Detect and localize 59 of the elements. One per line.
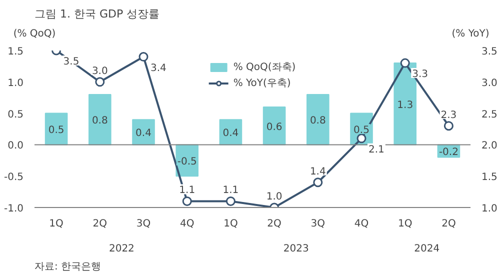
- x-tick-label: 2Q: [92, 218, 108, 230]
- y-tick-label: -0.5: [4, 172, 24, 184]
- point: [400, 58, 410, 68]
- legend-label: % QoQ(좌축): [233, 61, 296, 74]
- data-label: 0.5: [48, 125, 64, 136]
- legend-label: % YoY(우축): [233, 77, 291, 90]
- data-label: 1.1: [222, 185, 239, 196]
- data-label: 2.1: [368, 144, 384, 156]
- point: [356, 134, 366, 144]
- y2-tick-label: 3.5: [482, 46, 498, 58]
- y-tick-label: 1.0: [8, 78, 24, 89]
- data-label: 2.3: [440, 110, 457, 121]
- x-tick-label: 1Q: [398, 218, 412, 230]
- point: [444, 121, 454, 131]
- text: 2023: [283, 244, 309, 254]
- point: [138, 52, 148, 62]
- data-label: 1.4: [310, 166, 326, 178]
- text: 2022: [108, 244, 134, 254]
- data-label: 1.1: [179, 185, 196, 196]
- y2-tick-label: 1.5: [482, 172, 498, 184]
- text: 2024: [414, 244, 440, 254]
- data-label: -0.2: [438, 146, 458, 158]
- y2-tick-label: 2.5: [482, 109, 498, 120]
- data-label: 3.4: [150, 62, 166, 74]
- y2-tick-label: 2.0: [482, 140, 498, 152]
- text: 자료: 한국은행: [34, 262, 102, 272]
- point: [95, 77, 105, 87]
- x-tick-label: 4Q: [180, 218, 194, 230]
- y-tick-label: -1.0: [4, 204, 24, 214]
- y2-tick-label: 3.0: [482, 78, 498, 89]
- data-label: 0.4: [136, 128, 152, 140]
- data-label: 3.3: [412, 69, 428, 80]
- data-label: 0.6: [266, 122, 282, 133]
- data-label: 0.8: [92, 116, 108, 127]
- y-tick-label: 0.0: [8, 140, 24, 152]
- data-label: 3.0: [92, 66, 108, 77]
- x-tick-label: 2Q: [267, 218, 282, 230]
- x-tick-label: 3Q: [136, 218, 151, 230]
- y-tick-label: 1.5: [8, 46, 24, 58]
- data-label: 0.5: [354, 125, 370, 136]
- y2-axis-title: (% YoY): [452, 28, 490, 40]
- data-label: 1.0: [266, 192, 282, 202]
- chart-title: 그림 1. 한국 GDP 성장률: [34, 8, 160, 20]
- point: [313, 178, 323, 188]
- x-tick-label: 1Q: [49, 218, 64, 230]
- data-label: 3.5: [63, 56, 80, 68]
- y-tick-label: 0.5: [8, 109, 24, 120]
- data-label: 0.4: [222, 128, 239, 140]
- x-tick-label: 4Q: [354, 218, 369, 230]
- x-tick-label: 3Q: [310, 218, 326, 230]
- x-tick-label: 1Q: [224, 218, 238, 230]
- y-axis-title: (% QoQ): [13, 28, 56, 40]
- data-label: 1.3: [397, 100, 414, 111]
- y2-tick-label: 1.0: [482, 204, 498, 214]
- point: [226, 196, 236, 206]
- data-label: 0.8: [310, 116, 326, 127]
- x-tick-label: 2Q: [442, 218, 456, 230]
- point: [182, 196, 192, 206]
- data-label: -0.5: [177, 156, 197, 168]
